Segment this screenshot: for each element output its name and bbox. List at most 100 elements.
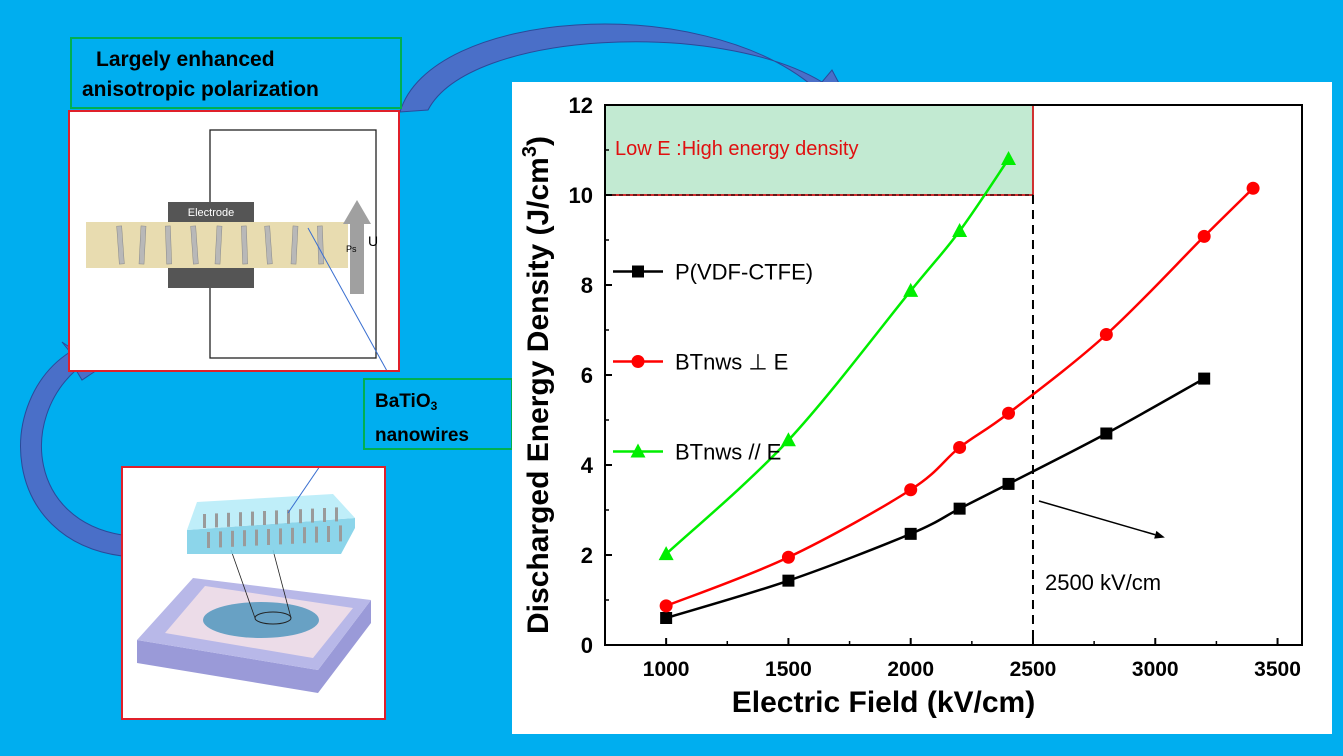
legend-entry: BTnws ⊥ E [613,350,788,375]
electrode-label: Electrode [188,207,234,219]
data-point [1002,406,1016,420]
nanowire [219,531,222,548]
nanowire [323,508,326,522]
nanowire [263,511,266,525]
y-tick-label: 2 [581,543,593,568]
data-point [1001,151,1017,165]
chart-panel: Low E :High energy density 2500 kV/cm 10… [512,82,1332,734]
legend-label: P(VDF-CTFE) [675,260,813,285]
composite-spot [203,602,319,638]
composite-film-panel [121,399,386,720]
data-point [953,440,967,454]
nanowire [165,225,172,265]
left-curved-arrow [20,341,123,557]
series-2 [658,151,1017,561]
data-point [658,546,674,561]
nanowire [335,507,338,522]
y-tick-label: 8 [581,273,593,298]
y-axis-label-superscript: 3 [519,146,541,157]
polarization-arrow-icon [343,200,371,294]
x-tick-label: 2500 [1010,658,1057,681]
nanowire-formula: BaTiO [375,391,431,412]
nanowire-formula-subscript: 3 [430,399,438,413]
polarization-label: Ps [346,244,357,254]
data-point [781,550,795,564]
nanowire [190,225,199,265]
nanowire [239,512,242,527]
vertical-line-label: 2500 kV/cm [1045,570,1161,595]
series-line [665,187,1254,608]
data-point [1002,477,1015,490]
nanowire [275,510,278,525]
annotation-arrow-head-icon [1154,530,1165,539]
legend-marker [631,355,645,368]
data-point [780,432,796,447]
legend-label: BTnws // E [675,440,781,465]
x-tick-label: 3000 [1132,658,1179,681]
y-tick-label: 12 [569,93,593,118]
series-1 [659,181,1260,613]
substrate-side [137,600,371,693]
legend-entry: BTnws // E [613,440,781,465]
data-point [904,483,918,497]
nanowires-in-film [116,225,324,265]
legend: P(VDF-CTFE) BTnws ⊥ E BTnws // E [613,260,813,465]
nanowire [231,530,234,547]
y-tick-label: 6 [581,363,593,388]
data-point [903,282,919,297]
voltage-label: U [368,233,378,249]
legend-marker [630,443,646,458]
title-line-2: anisotropic polarization [82,78,319,101]
data-point [952,223,968,237]
nanowire [227,512,230,527]
legend-marker [632,265,644,278]
nanowire [267,529,270,545]
nanowire [291,527,294,544]
electrode-schematic-panel: Electrode Ps U [68,110,400,381]
nanowire [203,514,206,528]
nanowire-label-line-2: nanowires [375,425,469,446]
electrode-schematic: Electrode Ps U [86,129,393,381]
bottom-electrode [168,268,254,288]
axes: 1000 1500 2000 2500 3000 3500 0 2 4 6 8 10 12 [569,93,1301,681]
nanowire [264,225,273,265]
energy-density-chart: Low E :High energy density 2500 kV/cm 10… [519,93,1303,719]
annotation-arrow [1038,500,1156,536]
data-point [660,612,673,624]
nanowire-label-box: BaTiO3 nanowires [363,378,513,450]
nanowire [279,528,282,545]
nanowire [255,529,258,546]
series-line [665,158,1010,556]
x-tick-label: 1000 [643,658,690,681]
x-tick-label: 3500 [1254,658,1301,681]
composite-film-schematic [137,399,371,693]
legend-label: BTnws ⊥ E [675,350,788,375]
data-point [1246,181,1260,195]
nanowire [207,532,210,548]
x-axis-label: Electric Field (kV/cm) [732,686,1035,719]
legend-entry: P(VDF-CTFE) [613,260,813,285]
nanowire [214,225,223,265]
y-tick-label: 0 [581,633,593,658]
x-tick-label: 2000 [887,658,934,681]
nanowire [290,225,299,265]
data-point [1100,427,1113,440]
series-0 [660,372,1211,624]
data-point [1197,229,1211,243]
data-point [1198,372,1211,385]
zoom-line-right [272,549,292,619]
nanowire [327,526,330,542]
y-tick-label: 10 [569,183,593,208]
x-tick-label: 1500 [765,658,812,681]
zoom-line-left [230,549,256,619]
pointer-line-upper [307,227,393,381]
data-point [782,574,795,587]
nanowire [311,508,314,523]
nanowire [241,225,248,265]
top-electrode [168,202,254,222]
data-point [904,527,917,540]
nanowire [315,526,318,543]
nanowire [299,509,302,524]
nanowire [339,525,342,542]
